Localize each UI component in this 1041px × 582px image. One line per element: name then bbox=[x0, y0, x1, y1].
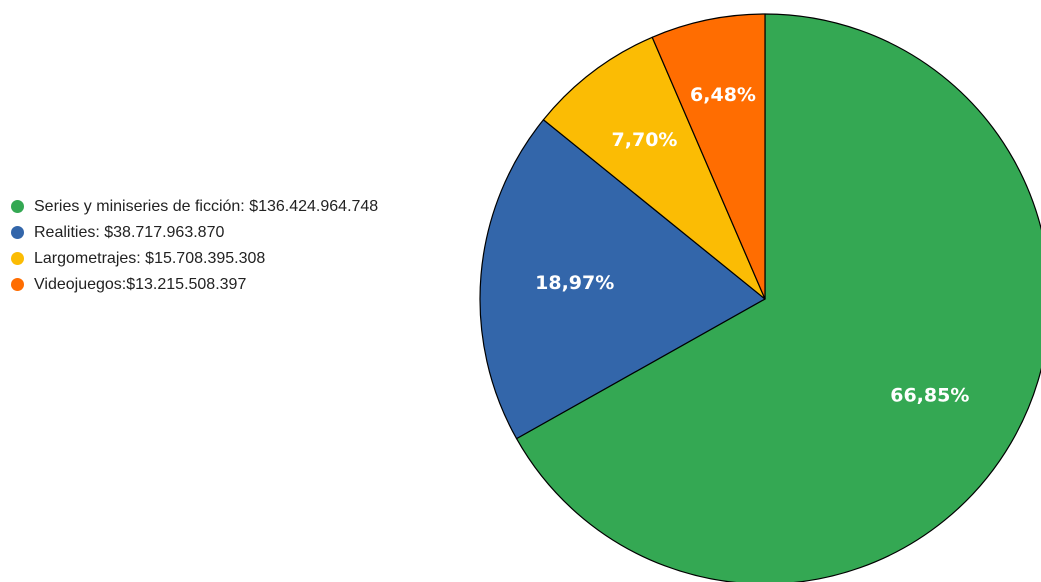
legend-label-largometrajes: Largometrajes: $15.708.395.308 bbox=[34, 249, 266, 267]
legend-swatch-series bbox=[11, 200, 24, 213]
legend-swatch-videojuegos bbox=[11, 278, 24, 291]
legend-label-videojuegos: Videojuegos:$13.215.508.397 bbox=[34, 275, 247, 293]
pie-slice-realities bbox=[479, 119, 766, 440]
legend-label-realities: Realities: $38.717.963.870 bbox=[34, 223, 225, 241]
legend-item-largometrajes: Largometrajes: $15.708.395.308 bbox=[11, 249, 378, 268]
pie-slice-series bbox=[515, 13, 1041, 582]
legend-item-videojuegos: Videojuegos:$13.215.508.397 bbox=[11, 275, 378, 294]
legend-swatch-largometrajes bbox=[11, 252, 24, 265]
legend-item-series: Series y miniseries de ficción: $136.424… bbox=[11, 197, 378, 216]
legend-item-realities: Realities: $38.717.963.870 bbox=[11, 223, 378, 242]
chart-legend: Series y miniseries de ficción: $136.424… bbox=[11, 197, 378, 294]
slice-label-series: 66,85% bbox=[890, 384, 969, 406]
slice-label-largometrajes: 7,70% bbox=[612, 129, 678, 151]
pie-slice-largometrajes bbox=[542, 36, 766, 300]
slice-label-realities: 18,97% bbox=[535, 272, 614, 294]
legend-swatch-realities bbox=[11, 226, 24, 239]
pie-slice-videojuegos bbox=[651, 13, 766, 300]
legend-label-series: Series y miniseries de ficción: $136.424… bbox=[34, 197, 379, 215]
slice-label-videojuegos: 6,48% bbox=[690, 84, 756, 106]
